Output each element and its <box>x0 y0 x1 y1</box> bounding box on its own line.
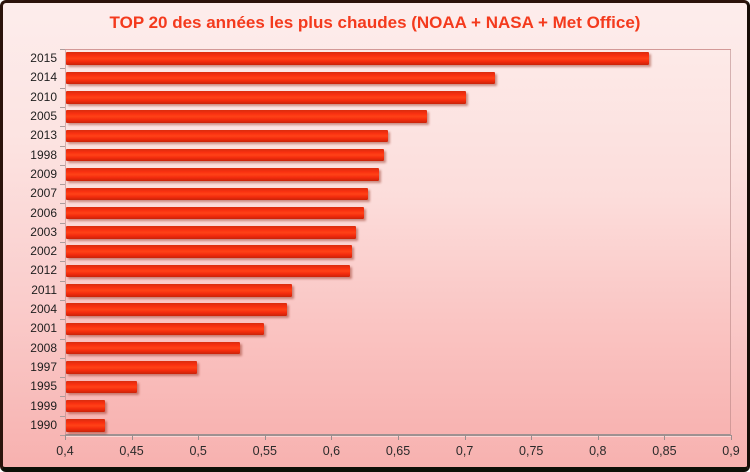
bar-2007 <box>66 187 369 200</box>
y-axis-label: 2012 <box>30 263 57 278</box>
y-axis-label: 2011 <box>31 282 57 297</box>
x-axis-tick-label: 0,85 <box>652 444 677 458</box>
y-axis-tick <box>60 377 65 379</box>
y-axis-tick <box>60 222 65 224</box>
y-axis-label: 2007 <box>30 186 57 201</box>
y-axis-tick <box>60 338 65 340</box>
y-axis-tick <box>60 242 65 243</box>
y-axis-label: 2013 <box>30 128 57 143</box>
bar-1998 <box>66 148 385 162</box>
y-axis-tick <box>60 396 65 398</box>
bar-2015 <box>66 52 650 65</box>
x-axis-tick <box>198 435 200 440</box>
bar-2004 <box>66 303 288 316</box>
y-axis-tick <box>60 280 65 282</box>
bar-2010 <box>66 91 466 104</box>
y-axis-label: 2008 <box>30 340 57 355</box>
y-axis-tick <box>60 357 65 359</box>
x-axis-tick <box>597 435 599 440</box>
y-axis-tick <box>60 87 65 89</box>
y-axis-label: 1997 <box>30 359 57 374</box>
x-axis-tick-label: 0,6 <box>322 444 341 458</box>
x-axis-tick <box>131 435 133 440</box>
x-axis-tick-label: 0,7 <box>455 444 474 458</box>
y-axis-tick <box>60 106 65 108</box>
x-axis-tick-label: 0,5 <box>189 444 207 458</box>
x-axis-tick-label: 0,9 <box>722 444 740 458</box>
bar-2011 <box>66 284 293 297</box>
y-axis-tick <box>60 49 65 50</box>
y-axis-label: 2014 <box>30 70 57 85</box>
x-axis-tick-label: 0,55 <box>252 444 277 458</box>
bar-2006 <box>66 206 365 220</box>
y-axis-tick <box>60 415 65 417</box>
bar-2013 <box>66 129 389 143</box>
y-axis-label: 1995 <box>30 379 57 394</box>
y-axis-label: 2003 <box>30 224 57 239</box>
y-axis-tick <box>60 68 65 70</box>
bar-2008 <box>66 341 241 355</box>
bar-2002 <box>66 245 353 258</box>
bar-2009 <box>66 168 380 181</box>
y-axis-label: 2002 <box>30 244 57 259</box>
y-axis-label: 2001 <box>30 321 57 336</box>
y-axis-tick <box>60 299 65 301</box>
x-axis-tick <box>531 435 533 440</box>
bar-2003 <box>66 226 357 239</box>
y-axis-tick <box>60 261 65 263</box>
y-axis-label: 1999 <box>30 398 57 413</box>
x-axis-tick <box>464 435 466 440</box>
y-axis-tick <box>60 203 65 205</box>
x-axis-tick <box>264 435 266 440</box>
y-axis-label: 2004 <box>30 302 57 317</box>
x-axis-tick-label: 0,45 <box>119 444 144 458</box>
y-axis-tick <box>60 319 65 321</box>
y-axis-label: 1998 <box>30 147 57 162</box>
x-axis-tick <box>331 435 333 440</box>
y-axis-tick <box>60 145 65 147</box>
bar-2012 <box>66 264 350 278</box>
bar-2005 <box>66 110 427 123</box>
plot-area <box>65 49 731 435</box>
x-axis-tick <box>731 435 732 440</box>
y-axis-label: 2015 <box>30 51 57 66</box>
y-axis-label: 2006 <box>30 205 57 220</box>
bar-1999 <box>66 399 105 413</box>
y-axis-tick <box>60 435 65 436</box>
y-axis-label: 2005 <box>30 109 57 124</box>
x-axis-tick <box>398 435 399 440</box>
y-axis-tick <box>60 126 65 128</box>
bar-2001 <box>66 322 265 336</box>
x-axis-tick-label: 0,4 <box>56 444 74 458</box>
bar-1990 <box>66 419 105 432</box>
x-axis-tick-label: 0,75 <box>519 444 544 458</box>
y-axis-label: 2010 <box>30 89 57 104</box>
x-axis-tick-label: 0,65 <box>385 444 411 458</box>
y-axis-label: 1990 <box>30 417 57 432</box>
x-axis-tick <box>65 435 66 440</box>
y-axis-tick <box>60 184 65 186</box>
chart-title: TOP 20 des années les plus chaudes (NOAA… <box>109 13 641 32</box>
bar-1997 <box>66 361 197 374</box>
y-axis-label: 2009 <box>30 166 57 181</box>
x-axis-tick <box>664 435 666 440</box>
bar-2014 <box>66 71 495 85</box>
y-axis-tick <box>60 164 65 166</box>
bar-1995 <box>66 380 137 393</box>
x-axis-tick-label: 0,8 <box>589 444 607 458</box>
